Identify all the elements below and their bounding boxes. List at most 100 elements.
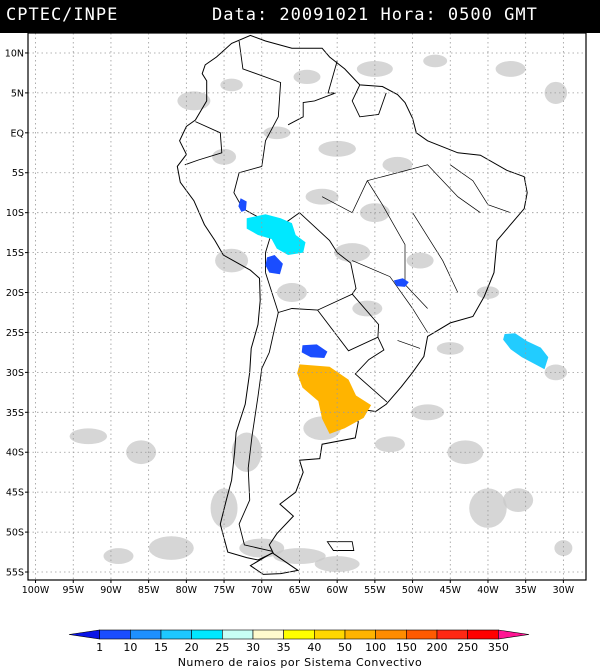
latitude-label: 5N [11, 88, 24, 99]
colorbar-swatch [467, 629, 499, 640]
longitude-label: 95W [63, 585, 85, 596]
convective-system-minas-gerais [393, 278, 409, 287]
colorbar-label: 25 [215, 641, 229, 654]
latitude-label: 35S [6, 408, 24, 419]
country-border [265, 212, 357, 314]
convective-system-bolivia-south [265, 255, 283, 275]
colorbar-swatch [99, 629, 131, 640]
state-border [367, 180, 428, 309]
cloud-patch [554, 540, 573, 556]
country-border [287, 60, 338, 126]
latitude-label: 15S [6, 248, 24, 259]
longitude-label: 50W [402, 585, 424, 596]
longitude-labels: 100W 95W 90W 85W 80W 75W 70W 65W 60W 55W 50W 45W 40W… [22, 580, 575, 596]
colorbar: 1 10 15 20 25 30 35 40 50 100 150 200 250 350 [68, 629, 530, 654]
latitude-label: 10N [5, 48, 24, 59]
map-header: CPTEC/INPE Data: 20091021 Hora: 0500 GMT [0, 0, 600, 33]
colorbar-label: 200 [427, 641, 448, 654]
colorbar-swatch [375, 629, 407, 640]
colorbar-label: 15 [154, 641, 168, 654]
cloud-patch [276, 283, 307, 303]
colorbar-title: Numero de raios por Sistema Convectivo [177, 656, 423, 669]
latitude-label: 25S [6, 328, 24, 339]
latitude-label: 30S [6, 368, 24, 379]
falkland-islands-outline [326, 541, 355, 551]
colorbar-swatch [68, 629, 100, 640]
convective-system-rondonia-bolivia [246, 214, 306, 255]
cloud-patch [374, 436, 405, 453]
latitude-label: 5S [12, 168, 24, 179]
land-outline-layer [176, 34, 528, 575]
colorbar-swatch [130, 629, 162, 640]
cloud-patch [212, 148, 237, 165]
convective-systems-layer [238, 198, 549, 434]
longitude-label: 70W [251, 585, 273, 596]
colorbar-label: 150 [396, 641, 417, 654]
colorbar-label: 10 [123, 641, 137, 654]
south-america-coastline [176, 34, 528, 561]
cloud-patch [177, 91, 211, 111]
cloud-patch [220, 78, 243, 92]
cloud-patch [318, 140, 356, 157]
colorbar-label: 250 [457, 641, 478, 654]
colorbar-swatch [344, 629, 376, 640]
colorbar-label: 100 [365, 641, 386, 654]
cloud-patch [469, 488, 507, 528]
colorbar-swatch [252, 629, 284, 640]
country-border [233, 165, 273, 273]
colorbar-swatch [314, 629, 346, 640]
colorbar-label: 20 [185, 641, 199, 654]
country-border [184, 121, 223, 166]
colorbar-swatch [160, 629, 192, 640]
cloud-patch [423, 54, 448, 68]
latitude-label: EQ [11, 128, 24, 139]
country-border [238, 40, 282, 167]
longitude-label: 100W [22, 585, 50, 596]
colorbar-swatch [436, 629, 468, 640]
cloud-cover-layer [69, 54, 573, 572]
map-frame-bg [28, 33, 586, 580]
longitude-label: 30W [553, 585, 575, 596]
longitude-label: 85W [138, 585, 160, 596]
colorbar-label: 35 [277, 641, 291, 654]
datetime-title: Data: 20091021 Hora: 0500 GMT [212, 5, 538, 25]
colorbar-swatch [283, 629, 315, 640]
colorbar-label: 50 [338, 641, 352, 654]
longitude-label: 90W [100, 585, 122, 596]
colorbar-swatch [222, 629, 254, 640]
longitude-label: 40W [477, 585, 499, 596]
cloud-patch [352, 300, 383, 317]
longitude-label: 45W [440, 585, 462, 596]
colorbar-label: 1 [96, 641, 103, 654]
state-border [352, 260, 428, 333]
cloud-patch [305, 188, 339, 205]
longitude-label: 75W [213, 585, 235, 596]
cloud-patch [411, 404, 445, 421]
longitude-label: 65W [289, 585, 311, 596]
latitude-label: 50S [6, 528, 24, 539]
source-title: CPTEC/INPE [6, 5, 119, 25]
latitude-label: 55S [6, 568, 24, 579]
convective-system-peru-north [238, 198, 247, 212]
state-border [450, 164, 511, 214]
state-border [397, 340, 421, 349]
longitude-label: 55W [364, 585, 386, 596]
tierra-del-fuego-outline [249, 552, 300, 575]
longitude-label: 60W [326, 585, 348, 596]
latitude-label: 40S [6, 448, 24, 459]
cloud-patch [382, 156, 413, 173]
latitude-label: 45S [6, 488, 24, 499]
latitude-label: 20S [6, 288, 24, 299]
longitude-label: 35W [515, 585, 537, 596]
cloud-patch [495, 61, 526, 77]
colorbar-label: 350 [488, 641, 509, 654]
longitude-label: 80W [176, 585, 198, 596]
colorbar-swatch [191, 629, 223, 640]
colorbar-label: 40 [307, 641, 321, 654]
cloud-patch [148, 536, 194, 560]
cloud-patch [293, 69, 321, 85]
cloud-patch [103, 548, 134, 564]
country-border [351, 84, 387, 118]
latitude-labels: 10N 5N EQ 5S 10S 15S 20S 25S 30S 35S 40S 45S 50S 55S [5, 48, 28, 579]
map-frame-border [27, 33, 587, 581]
